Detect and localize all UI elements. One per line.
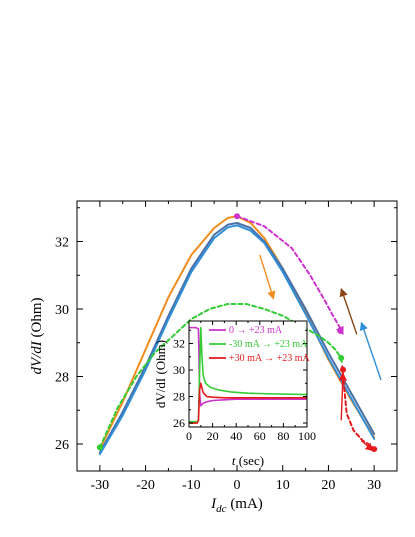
inset-x-tick-label-3: 60 (254, 429, 266, 443)
main-y-axis-label: dV/dI (Ohm) (29, 297, 45, 374)
inset-x-tick-label-4: 80 (277, 429, 289, 443)
inset-x-tick-label-1: 20 (207, 429, 219, 443)
marker-4 (371, 446, 378, 453)
legend-label-2: +30 mA → +23 mA (229, 353, 311, 364)
inset-plot-area (189, 321, 307, 427)
main-series-4 (98, 302, 344, 449)
main-y-tick-label-1: 28 (55, 370, 69, 385)
arrow-1 (359, 321, 382, 381)
main-series-3 (236, 215, 344, 334)
inset-x-axis-label: t (sec) (232, 453, 264, 468)
main-y-tick-label-0: 26 (55, 438, 69, 453)
main-series-2 (98, 224, 376, 456)
main-x-tick-label-0: -30 (91, 478, 110, 493)
main-y-tick-label-3: 32 (55, 235, 69, 250)
inset-series-0 (189, 326, 307, 407)
main-series-5 (341, 365, 376, 451)
inset-series-2 (189, 382, 307, 424)
inset-x-tick-label-0: 0 (186, 429, 192, 443)
marker-0 (234, 213, 240, 220)
main-x-tick-label-1: -20 (136, 478, 155, 493)
inset-legend: 0 → +23 mA -30 mA → +23 mA +30 mA → +23 mA (209, 325, 311, 364)
inset-y-tick-label-1: 28 (173, 390, 185, 404)
main-x-tick-label-4: 10 (276, 478, 290, 493)
marker-2 (96, 444, 103, 451)
marker-3 (338, 354, 345, 361)
main-x-tick-label-2: -10 (182, 478, 201, 493)
inset-x-tick-label-5: 100 (298, 429, 316, 443)
inset-x-tick-label-2: 40 (230, 429, 242, 443)
legend-label-0: 0 → +23 mA (229, 325, 283, 336)
arrow-0 (259, 254, 276, 300)
inset-chart: 0 20 40 60 80 100 26 28 30 32 t (sec) dV/dI (Ohm) 0 … (153, 320, 316, 468)
inset-y-tick-label-3: 32 (173, 337, 185, 351)
main-y-tick-label-2: 30 (55, 303, 69, 318)
inset-y-tick-label-0: 26 (173, 416, 185, 430)
inset-y-tick-label-2: 30 (173, 363, 185, 377)
arrow-2 (339, 287, 358, 335)
marker-5 (340, 366, 347, 373)
legend-label-1: -30 mA → +23 mA (229, 339, 308, 350)
marker-1 (337, 327, 344, 334)
main-x-axis-label: Idc (mA) (210, 496, 263, 515)
main-x-tick-label-3: 0 (234, 478, 241, 493)
main-series-1 (98, 221, 376, 454)
arrow-3 (338, 372, 347, 421)
main-x-tick-label-5: 20 (321, 478, 335, 493)
inset-y-axis-label: dV/dI (Ohm) (153, 340, 168, 408)
main-x-tick-label-6: 30 (367, 478, 381, 493)
